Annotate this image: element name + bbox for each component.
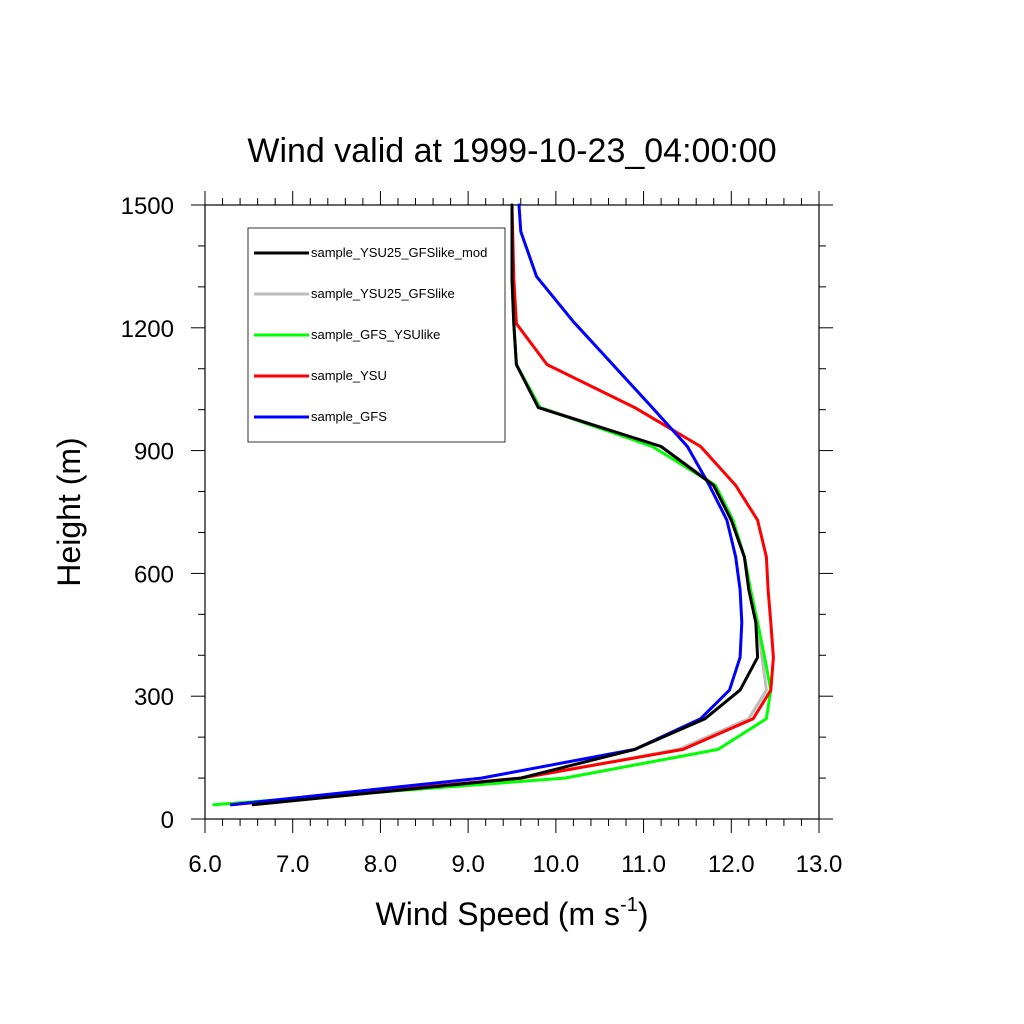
x-axis-label-name: Wind Speed: [376, 896, 550, 932]
x-tick-label: 9.0: [451, 851, 484, 878]
y-tick-label: 300: [134, 684, 174, 711]
legend-label: sample_GFS: [311, 409, 387, 424]
x-tick-label: 12.0: [708, 851, 755, 878]
y-tick-label: 1200: [121, 316, 174, 343]
axis-ticks: [191, 191, 833, 833]
x-tick-label: 10.0: [532, 851, 579, 878]
x-axis-label-close: ): [638, 896, 649, 932]
x-tick-label: 11.0: [621, 851, 666, 878]
chart-title: Wind valid at 1999-10-23_04:00:00: [247, 132, 776, 170]
x-tick-label: 7.0: [276, 851, 309, 878]
x-tick-label: 13.0: [796, 851, 843, 878]
y-tick-label: 0: [161, 807, 174, 834]
legend-label: sample_YSU: [311, 368, 387, 383]
y-tick-label: 600: [134, 561, 174, 588]
x-axis-label: Wind Speed (m s-1): [376, 894, 649, 932]
x-tick-label: 8.0: [364, 851, 397, 878]
x-axis-label-units: (m s: [558, 896, 620, 932]
series-line-sample_YSU25_GFSlike_mod: [251, 203, 760, 807]
x-axis-label-superscript: -1: [620, 894, 638, 916]
y-tick-label: 1500: [121, 193, 174, 220]
series-line-sample_YSU: [229, 203, 775, 807]
x-tick-label: 6.0: [188, 851, 221, 878]
x-tick-labels: 6.0 7.0 8.0 9.0 10.0 11.0 12.0 13.0: [188, 851, 842, 878]
legend: sample_YSU25_GFSlike_mod sample_YSU25_GFS…: [247, 227, 506, 443]
y-tick-labels: 0 300 600 900 1200 1500: [121, 193, 174, 834]
legend-label: sample_GFS_YSUlike: [311, 327, 440, 342]
legend-label: sample_YSU25_GFSlike: [311, 286, 455, 301]
y-axis-label: Height (m): [51, 437, 87, 586]
y-tick-label: 900: [134, 439, 174, 466]
legend-entries: sample_YSU25_GFSlike_mod sample_YSU25_GFS…: [254, 245, 487, 424]
series-lines: [212, 203, 775, 807]
legend-label: sample_YSU25_GFSlike_mod: [311, 245, 487, 260]
